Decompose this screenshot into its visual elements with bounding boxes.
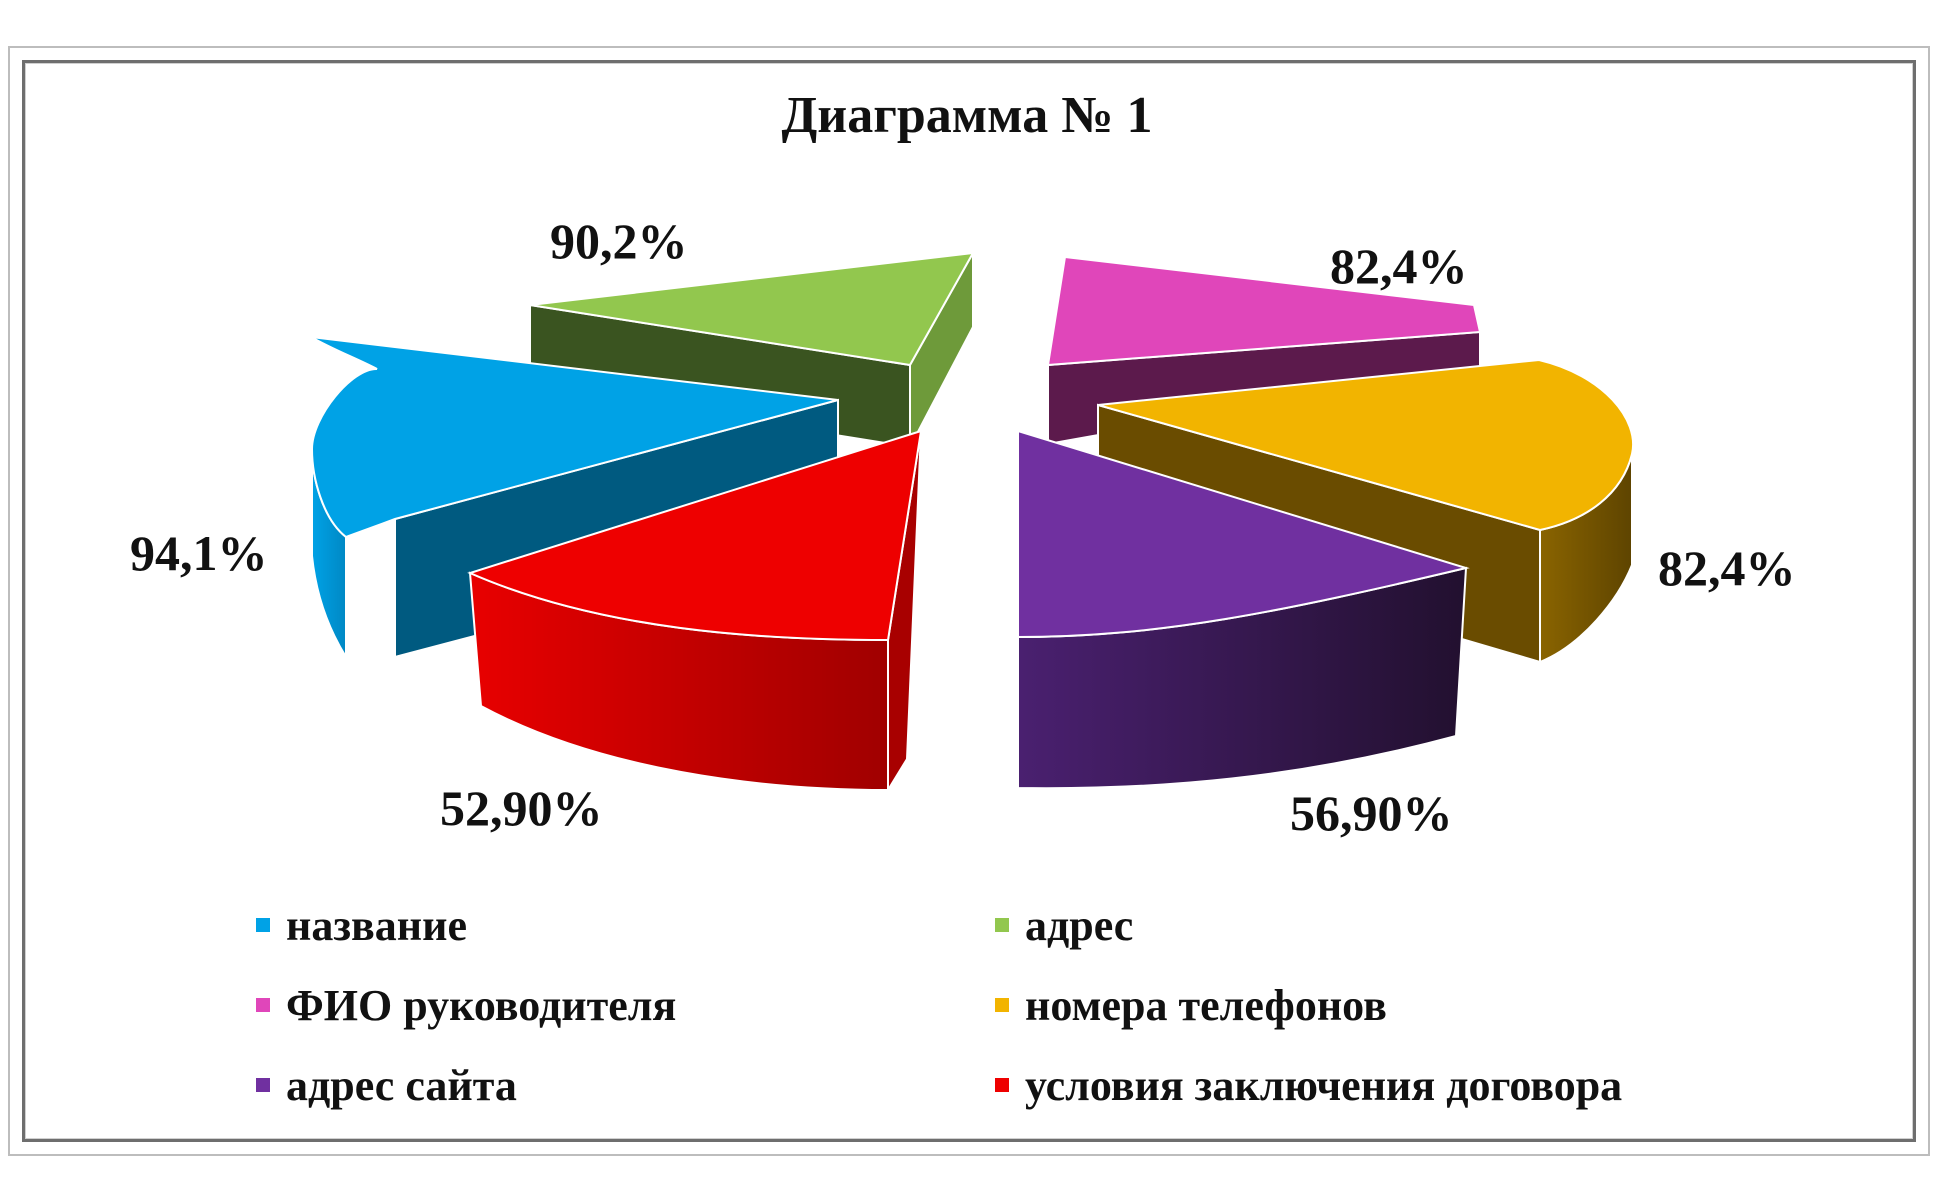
- legend-item-адрес: адрес: [995, 901, 1133, 950]
- legend-label: условия заключения договора: [1025, 1061, 1622, 1110]
- legend-swatch: [995, 998, 1009, 1012]
- data-label-адрес-сайта: 56,90%: [1290, 785, 1453, 841]
- slice-top-face: [1097, 358, 1635, 532]
- data-labels: 94,1% 90,2% 82,4% 82,4% 56,90% 52,90%: [130, 213, 1796, 841]
- legend-item-фио-руководителя: ФИО руководителя: [256, 981, 676, 1030]
- legend-label: ФИО руководителя: [286, 981, 676, 1030]
- legend-label: название: [286, 901, 467, 950]
- legend-item-условия-заключения-договора: условия заключения договора: [995, 1061, 1622, 1110]
- legend-label: адрес: [1025, 901, 1133, 950]
- slice-top-face: [310, 336, 839, 539]
- legend-swatch: [256, 1078, 270, 1092]
- pie-slice-адрес-сайта: [1017, 429, 1470, 790]
- legend-label: адрес сайта: [286, 1061, 517, 1110]
- legend-swatch: [995, 918, 1009, 932]
- legend-item-название: название: [256, 901, 467, 950]
- pie-slice-условия-заключения-договора: [467, 429, 923, 794]
- data-label-условия-заключения-договора: 52,90%: [440, 780, 603, 836]
- data-label-номера-телефонов: 82,4%: [1658, 540, 1796, 596]
- legend-swatch: [995, 1078, 1009, 1092]
- legend-label: номера телефонов: [1025, 981, 1387, 1030]
- chart-title: Диаграмма № 1: [781, 87, 1152, 144]
- legend-swatch: [256, 998, 270, 1012]
- legend-item-номера-телефонов: номера телефонов: [995, 981, 1387, 1030]
- data-label-название: 94,1%: [130, 525, 268, 581]
- legend-swatch: [256, 918, 270, 932]
- slice-top-face: [1017, 429, 1470, 639]
- data-label-адрес: 90,2%: [550, 213, 688, 269]
- slice-top-face: [529, 251, 975, 367]
- legend: название адрес ФИО руководителя номера теле…: [256, 901, 1622, 1110]
- slice-top-face: [467, 429, 923, 642]
- pie-slices: [310, 249, 1635, 794]
- slice-top-face: [1046, 255, 1482, 367]
- legend-item-адрес-сайта: адрес сайта: [256, 1061, 517, 1110]
- data-label-фио-руководителя: 82,4%: [1330, 238, 1468, 294]
